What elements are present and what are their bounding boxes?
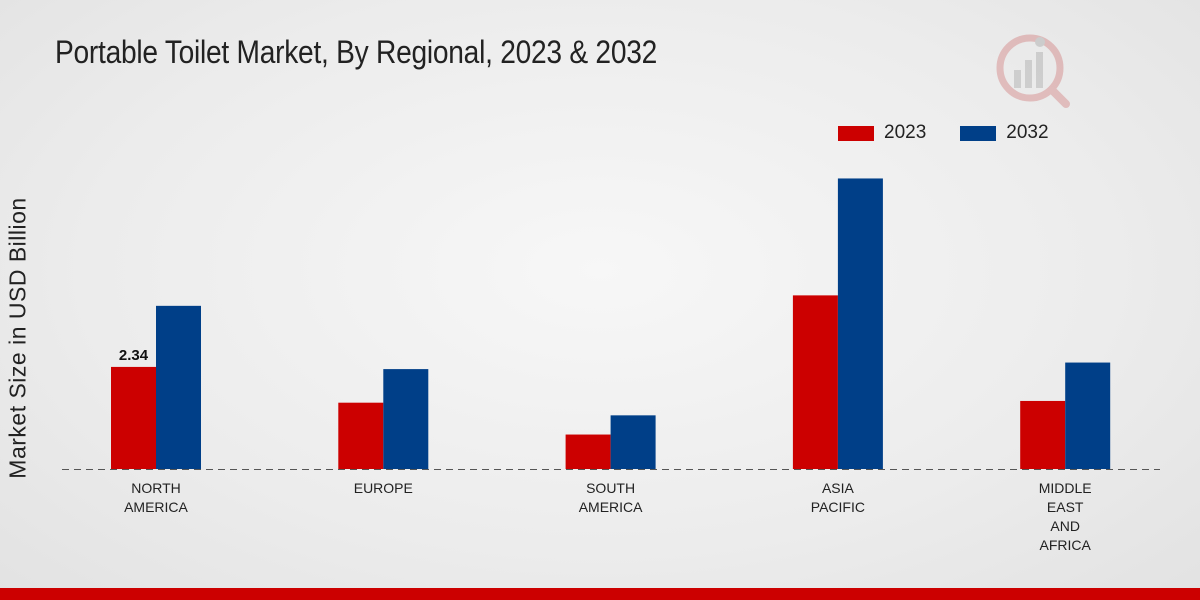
x-tick-label-line: AFRICA [1040, 537, 1092, 553]
bar-2032-4 [1065, 362, 1111, 469]
legend-label-2032: 2032 [1006, 122, 1049, 143]
x-tick-label-4: MIDDLE EAST AND AFRICA [1039, 480, 1092, 553]
x-tick-label-line: AMERICA [124, 499, 188, 515]
bar-2032-0 [156, 305, 201, 469]
x-tick-label-line: AND [1050, 518, 1080, 534]
legend-swatch-2023 [838, 125, 874, 141]
legend-label-2023: 2023 [884, 122, 927, 143]
bar-2023-1 [338, 402, 384, 469]
bar-2023-0 [111, 366, 156, 469]
bar-2032-1 [383, 369, 429, 469]
bar-2023-2 [565, 434, 611, 469]
legend-swatch-2032 [960, 125, 997, 141]
x-tick-label-line: EUROPE [354, 480, 413, 496]
brand-logo-icon [996, 34, 1070, 108]
bar-2032-2 [610, 415, 656, 469]
bar-2032-3 [837, 178, 883, 469]
x-tick-label-3: ASIA PACIFIC [811, 480, 865, 515]
x-tick-label-2: SOUTH AMERICA [579, 480, 643, 515]
x-tick-label-0: NORTH AMERICA [124, 480, 188, 515]
x-tick-label-line: NORTH [131, 480, 181, 496]
x-tick-label-line: ASIA [822, 480, 855, 496]
bar-2023-3 [792, 295, 838, 469]
legend-item-2023: 2023 [838, 122, 926, 144]
bar-2023-4 [1020, 400, 1066, 469]
chart-title: Portable Toilet Market, By Regional, 202… [55, 34, 658, 70]
x-tick-label-line: SOUTH [586, 480, 635, 496]
chart-legend: 2023 2032 [838, 122, 1083, 144]
x-tick-label-line: EAST [1047, 499, 1084, 515]
x-tick-label-line: AMERICA [579, 499, 643, 515]
x-tick-label-line: MIDDLE [1039, 480, 1092, 496]
x-tick-label-1: EUROPE [354, 480, 413, 496]
data-label-0: 2.34 [119, 347, 149, 364]
legend-item-2032: 2032 [960, 122, 1049, 144]
footer-accent-bar [0, 588, 1200, 600]
x-tick-label-line: PACIFIC [811, 499, 865, 515]
